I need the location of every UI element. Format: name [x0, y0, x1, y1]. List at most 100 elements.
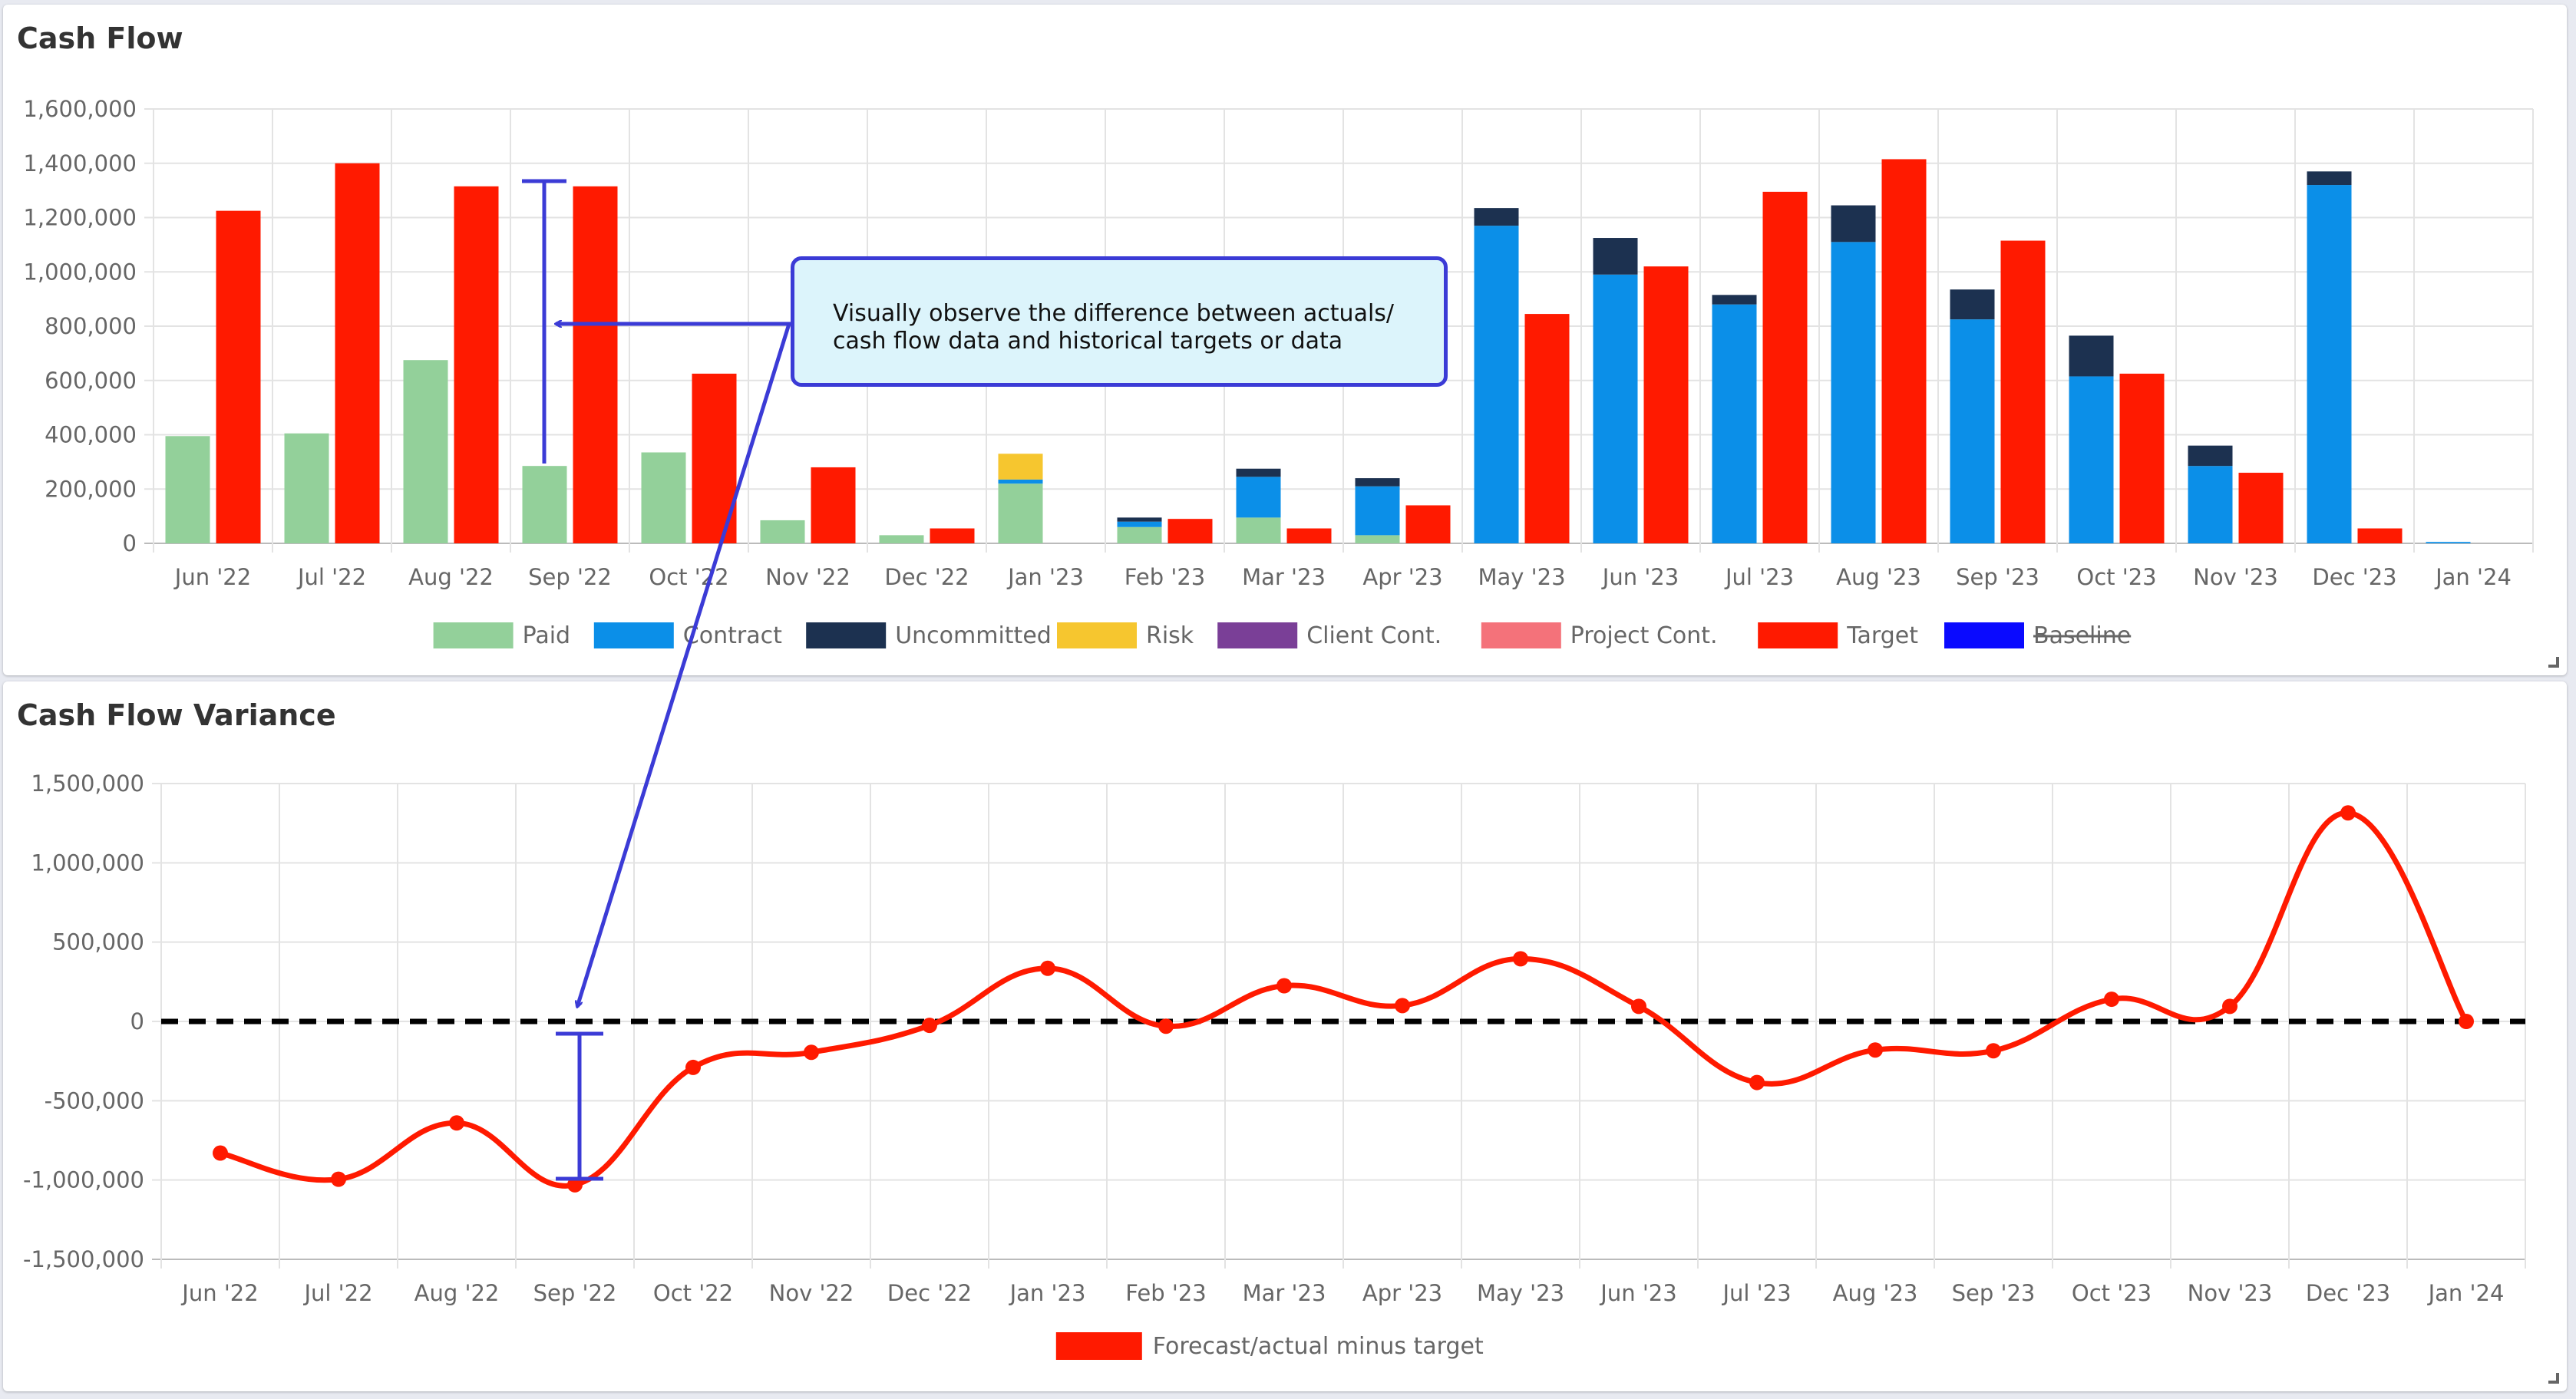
bar-paid: [165, 436, 210, 543]
x-tick-label: May '23: [1477, 1280, 1564, 1306]
bar-contract: [1593, 274, 1638, 543]
y-tick-label: -1,500,000: [23, 1246, 144, 1272]
y-tick-label: 500,000: [52, 929, 144, 955]
bar-target: [216, 210, 261, 543]
legend-label-paid: Paid: [523, 622, 571, 649]
x-tick-label: Jan '23: [1009, 1280, 1086, 1306]
legend-swatch-client-cont: [1217, 622, 1298, 648]
x-tick-label: Jun '23: [1599, 1280, 1676, 1306]
bar-target: [335, 163, 380, 543]
bar-uncommitted: [1950, 289, 1995, 320]
x-tick-label: Dec '23: [2312, 564, 2396, 590]
legend-label-forecast: Forecast/actual minus target: [1153, 1333, 1484, 1360]
x-tick-label: Feb '23: [1125, 1280, 1206, 1306]
legend-label-baseline: Baseline: [2033, 622, 2131, 649]
bar-target: [573, 186, 618, 543]
x-tick-label: Jun '23: [1601, 564, 1679, 590]
variance-point: [1868, 1042, 1883, 1058]
bar-target: [2357, 528, 2403, 543]
legend-label-project-cont: Project Cont.: [1570, 622, 1718, 649]
resize-handle-icon[interactable]: [2548, 1373, 2559, 1384]
bar-contract: [2069, 376, 2114, 543]
legend-label-uncommitted: Uncommitted: [895, 622, 1052, 649]
bar-uncommitted: [2069, 335, 2114, 377]
bar-uncommitted: [1712, 295, 1757, 305]
x-tick-label: Oct '22: [653, 1280, 733, 1306]
bar-contract: [1831, 242, 1876, 543]
variance-point: [2459, 1014, 2474, 1029]
x-tick-label: Apr '23: [1362, 1280, 1442, 1306]
variance-point: [449, 1115, 464, 1131]
legend-label-contract: Contract: [683, 622, 782, 649]
variance-point: [2340, 805, 2356, 821]
x-tick-label: Feb '23: [1125, 564, 1205, 590]
legend-swatch-forecast: [1055, 1332, 1142, 1360]
bar-uncommitted: [1831, 205, 1876, 243]
y-tick-label: -500,000: [45, 1087, 144, 1114]
bar-uncommitted: [1236, 468, 1281, 477]
y-tick-label: 1,600,000: [23, 96, 137, 122]
legend-label-client-cont: Client Cont.: [1306, 622, 1442, 649]
y-tick-label: 600,000: [45, 368, 137, 394]
variance-point: [922, 1018, 937, 1034]
legend-label-risk: Risk: [1146, 622, 1194, 649]
bar-paid: [1117, 526, 1162, 543]
bar-target: [2000, 240, 2046, 543]
cash-flow-variance-panel: Cash Flow Variance -1,500,000 -1,000,000-…: [3, 681, 2567, 1391]
bar-paid: [641, 452, 686, 543]
bar-uncommitted: [1593, 238, 1638, 275]
x-tick-label: Jul '23: [1721, 1280, 1791, 1306]
bar-contract: [1117, 521, 1162, 527]
bar-target: [454, 186, 499, 543]
x-tick-label: Sep '22: [533, 1280, 617, 1306]
y-tick-label: 1,000,000: [23, 259, 137, 285]
bar-target: [1643, 266, 1689, 543]
bar-paid: [403, 360, 448, 543]
y-tick-label: 1,400,000: [23, 150, 137, 177]
x-tick-label: Jul '22: [302, 1280, 372, 1306]
legend-swatch-contract: [593, 622, 674, 648]
x-tick-label: Aug '22: [408, 564, 494, 590]
bar-contract: [2307, 185, 2352, 544]
x-tick-label: Jun '22: [173, 564, 251, 590]
resize-handle-icon[interactable]: [2548, 657, 2559, 668]
x-tick-label: Sep '23: [1952, 1280, 2036, 1306]
bar-target: [1167, 519, 1213, 543]
variance-point: [1631, 998, 1646, 1015]
legend-swatch-target: [1758, 622, 1838, 648]
y-tick-label: 1,000,000: [31, 850, 144, 876]
legend-swatch-uncommitted: [806, 622, 887, 648]
legend-swatch-risk: [1057, 622, 1137, 648]
x-tick-label: Jan '24: [2434, 564, 2512, 590]
variance-point: [567, 1176, 583, 1193]
bar-contract: [1950, 319, 1995, 543]
y-tick-label: 0: [123, 530, 137, 556]
x-tick-label: Aug '23: [1836, 564, 1921, 590]
x-tick-label: May '23: [1478, 564, 1565, 590]
y-tick-label: 1,200,000: [23, 205, 137, 231]
bar-contract: [998, 479, 1043, 484]
legend-swatch-paid: [433, 622, 514, 648]
variance-point: [1276, 978, 1292, 994]
x-tick-label: Oct '23: [2072, 1280, 2152, 1306]
bar-uncommitted: [2307, 171, 2352, 186]
bar-contract: [2426, 542, 2471, 543]
y-tick-label: 200,000: [45, 476, 137, 502]
annotation-callout: Visually observe the difference between …: [791, 256, 1448, 387]
cash-flow-title: Cash Flow: [17, 21, 183, 55]
bar-target: [1762, 191, 1808, 544]
variance-point: [1513, 951, 1528, 967]
variance-point: [1040, 960, 1055, 976]
bar-target: [2119, 373, 2165, 543]
bar-target: [692, 373, 737, 543]
y-tick-label: 0: [130, 1008, 144, 1034]
bar-target: [2238, 473, 2284, 543]
bar-paid: [879, 535, 924, 543]
variance-line: [220, 810, 2469, 1189]
x-tick-label: Mar '23: [1242, 564, 1326, 590]
legend-swatch-project-cont: [1481, 622, 1561, 648]
bar-paid: [284, 433, 329, 543]
y-tick-label: 1,500,000: [31, 770, 144, 797]
cash-flow-panel: Cash Flow 0 200,000 400,000 600,000 800,000 1…: [3, 5, 2567, 675]
x-tick-label: Jun '22: [180, 1280, 258, 1306]
